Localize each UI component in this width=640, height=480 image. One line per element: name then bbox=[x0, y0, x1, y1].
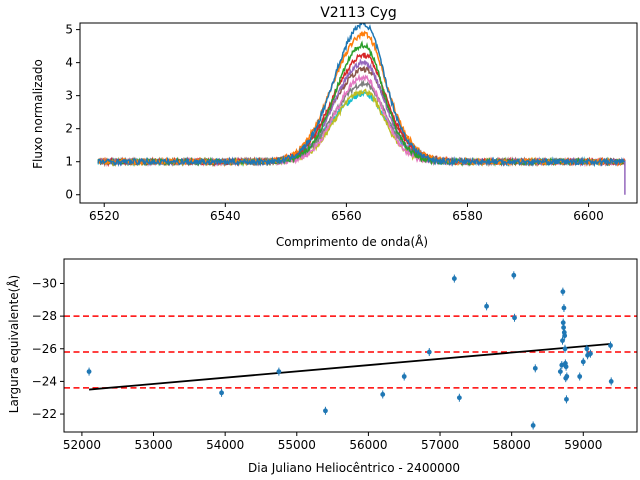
ew-fit-line bbox=[88, 342, 612, 391]
spectrum-y-tick-label: 5 bbox=[65, 23, 73, 37]
ew-data-point bbox=[562, 346, 568, 352]
ew-data-point bbox=[563, 364, 569, 370]
ew-data-point bbox=[560, 289, 566, 295]
ew-data-point bbox=[219, 390, 224, 396]
ew-x-tick-label: 58000 bbox=[493, 438, 531, 452]
ew-y-axis-label: Largura equivalente(Å) bbox=[6, 275, 21, 413]
ew-data-point bbox=[564, 374, 570, 379]
ew-data-point bbox=[608, 379, 614, 384]
spectrum-x-tick-label: 6540 bbox=[210, 209, 241, 223]
ew-y-tick-label: −28 bbox=[32, 309, 57, 323]
ew-data-point bbox=[561, 325, 566, 330]
ew-data-point bbox=[557, 369, 563, 375]
ew-data-point bbox=[532, 365, 538, 371]
ew-x-tick-label: 57000 bbox=[421, 438, 459, 452]
ew-data-point bbox=[584, 346, 590, 352]
spectrum-y-tick-label: 4 bbox=[65, 56, 73, 70]
ew-data-point bbox=[512, 315, 517, 321]
ew-data-point bbox=[86, 369, 92, 375]
ew-y-tick-label: −22 bbox=[32, 407, 57, 421]
ew-data-point bbox=[560, 320, 566, 326]
ew-data-point bbox=[588, 351, 593, 357]
ew-axes-frame bbox=[63, 258, 638, 433]
ew-data-point bbox=[484, 303, 489, 309]
ew-data-point bbox=[560, 338, 565, 344]
ew-data-point bbox=[323, 408, 328, 414]
ew-data-point bbox=[580, 359, 586, 365]
ew-data-point bbox=[451, 276, 457, 281]
spectrum-x-tick-label: 6600 bbox=[573, 209, 604, 223]
spectrum-x-tick-label: 6580 bbox=[452, 209, 483, 223]
ew-data-point bbox=[276, 369, 282, 375]
ew-data-point bbox=[559, 362, 565, 368]
spectrum-y-tick-label: 0 bbox=[65, 188, 73, 202]
spectrum-x-tick-label: 6520 bbox=[89, 209, 120, 223]
ew-x-axis-label: Dia Juliano Heliocêntrico - 2400000 bbox=[248, 461, 460, 475]
spectrum-y-tick-label: 3 bbox=[65, 89, 73, 103]
spectrum-title: V2113 Cyg bbox=[320, 5, 397, 21]
ew-y-tick-label: −24 bbox=[32, 374, 57, 388]
ew-x-tick-label: 53000 bbox=[134, 438, 172, 452]
ew-y-tick-label: −30 bbox=[32, 276, 57, 290]
ew-data-point bbox=[380, 392, 386, 397]
ew-data-point bbox=[562, 333, 568, 339]
equivalent-width-panel: 52000 53000 54000 55000 56000 57000 58000 59000… bbox=[6, 258, 638, 475]
spectrum-y-tick-label: 2 bbox=[65, 122, 73, 136]
spectrum-x-axis-label: Comprimento de onda(Å) bbox=[276, 234, 428, 249]
spectrum-x-tick-label: 6560 bbox=[331, 209, 362, 223]
ew-data-point bbox=[511, 272, 517, 278]
ew-x-tick-label: 52000 bbox=[63, 438, 101, 452]
ew-x-tick-label: 56000 bbox=[349, 438, 387, 452]
ew-data-point bbox=[530, 423, 536, 428]
spectrum-y-tick-label: 1 bbox=[65, 155, 73, 169]
ew-y-tick-label: −26 bbox=[32, 342, 57, 356]
spectrum-axes-frame bbox=[79, 22, 638, 204]
ew-data-point bbox=[577, 374, 583, 379]
ew-data-point bbox=[456, 395, 462, 401]
ew-data-point bbox=[426, 349, 432, 355]
ew-x-tick-label: 54000 bbox=[206, 438, 244, 452]
ew-data-point bbox=[401, 374, 407, 379]
ew-data-point bbox=[561, 305, 567, 311]
spectrum-panel: 6520 6540 6560 6580 6600 0 1 2 3 4 5 V2113 Cyg Co… bbox=[31, 5, 638, 249]
ew-data-point bbox=[608, 343, 613, 348]
spectrum-y-axis-label: Fluxo normalizado bbox=[31, 59, 45, 169]
ew-data-point bbox=[564, 396, 569, 402]
ew-x-tick-label: 59000 bbox=[564, 438, 602, 452]
ew-x-tick-label: 55000 bbox=[278, 438, 316, 452]
